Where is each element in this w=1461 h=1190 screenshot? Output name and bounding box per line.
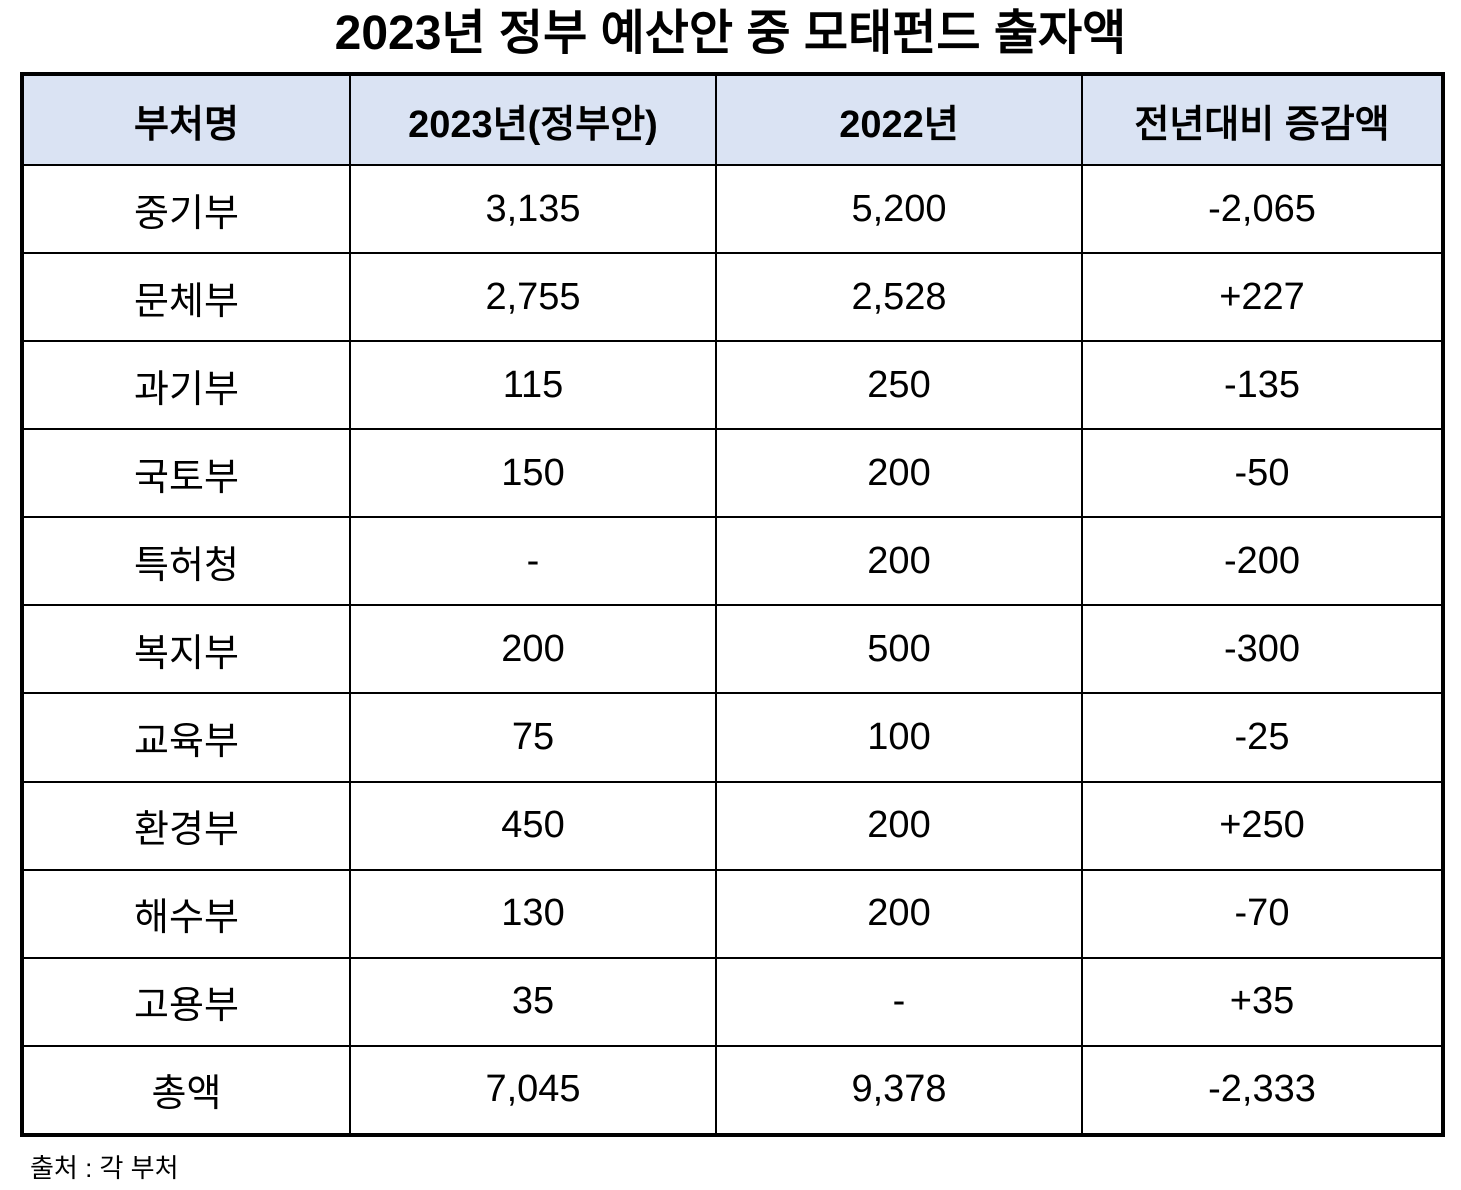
table-row: 해수부 130 200 -70: [24, 868, 1441, 959]
cell-department: 교육부: [24, 692, 351, 783]
cell-change: -2,065: [1081, 163, 1441, 255]
header-row: 부처명 2023년(정부안) 2022년 전년대비 증감액: [24, 76, 1441, 166]
budget-table: 부처명 2023년(정부안) 2022년 전년대비 증감액 중기부 3,135 …: [24, 76, 1441, 1133]
cell-2022: 200: [715, 780, 1083, 871]
cell-change: -300: [1081, 604, 1441, 695]
cell-change: +35: [1081, 956, 1441, 1047]
cell-2022: 200: [715, 428, 1083, 519]
cell-change: +227: [1081, 252, 1441, 343]
cell-department: 중기부: [24, 163, 351, 255]
column-header-2022: 2022년: [715, 76, 1083, 166]
cell-total-2023: 7,045: [349, 1044, 717, 1133]
cell-total-change: -2,333: [1081, 1044, 1441, 1133]
cell-2023: 200: [349, 604, 717, 695]
table-row: 교육부 75 100 -25: [24, 692, 1441, 783]
cell-2023: -: [349, 516, 717, 607]
cell-change: -70: [1081, 868, 1441, 959]
table-title: 2023년 정부 예산안 중 모태펀드 출자액: [334, 7, 1127, 60]
cell-2023: 150: [349, 428, 717, 519]
table-row: 중기부 3,135 5,200 -2,065: [24, 163, 1441, 255]
cell-department: 해수부: [24, 868, 351, 959]
column-header-2023: 2023년(정부안): [349, 76, 717, 166]
column-header-department: 부처명: [24, 76, 351, 166]
cell-2022: 500: [715, 604, 1083, 695]
cell-department: 과기부: [24, 340, 351, 431]
cell-2023: 115: [349, 340, 717, 431]
cell-change: -200: [1081, 516, 1441, 607]
cell-2023: 35: [349, 956, 717, 1047]
cell-total-2022: 9,378: [715, 1044, 1083, 1133]
cell-2022: -: [715, 956, 1083, 1047]
table-row: 문체부 2,755 2,528 +227: [24, 252, 1441, 343]
cell-change: -135: [1081, 340, 1441, 431]
table-row: 복지부 200 500 -300: [24, 604, 1441, 695]
cell-department: 복지부: [24, 604, 351, 695]
cell-2023: 450: [349, 780, 717, 871]
cell-change: -25: [1081, 692, 1441, 783]
cell-department: 특허청: [24, 516, 351, 607]
cell-total-label: 총액: [24, 1044, 351, 1133]
column-header-change: 전년대비 증감액: [1081, 76, 1441, 166]
cell-2022: 5,200: [715, 163, 1083, 255]
cell-2023: 130: [349, 868, 717, 959]
cell-department: 환경부: [24, 780, 351, 871]
cell-2022: 100: [715, 692, 1083, 783]
table-row: 고용부 35 - +35: [24, 956, 1441, 1047]
source-note: 출처 : 각 부처: [30, 1153, 179, 1183]
table-row: 환경부 450 200 +250: [24, 780, 1441, 871]
cell-change: +250: [1081, 780, 1441, 871]
cell-department: 고용부: [24, 956, 351, 1047]
budget-table-container: 부처명 2023년(정부안) 2022년 전년대비 증감액 중기부 3,135 …: [20, 72, 1445, 1137]
cell-2022: 200: [715, 868, 1083, 959]
table-row: 국토부 150 200 -50: [24, 428, 1441, 519]
table-row: 과기부 115 250 -135: [24, 340, 1441, 431]
cell-2023: 3,135: [349, 163, 717, 255]
cell-change: -50: [1081, 428, 1441, 519]
cell-2023: 75: [349, 692, 717, 783]
cell-department: 국토부: [24, 428, 351, 519]
cell-2022: 250: [715, 340, 1083, 431]
cell-2022: 200: [715, 516, 1083, 607]
cell-department: 문체부: [24, 252, 351, 343]
total-row: 총액 7,045 9,378 -2,333: [24, 1044, 1441, 1133]
cell-2022: 2,528: [715, 252, 1083, 343]
table-row: 특허청 - 200 -200: [24, 516, 1441, 607]
cell-2023: 2,755: [349, 252, 717, 343]
